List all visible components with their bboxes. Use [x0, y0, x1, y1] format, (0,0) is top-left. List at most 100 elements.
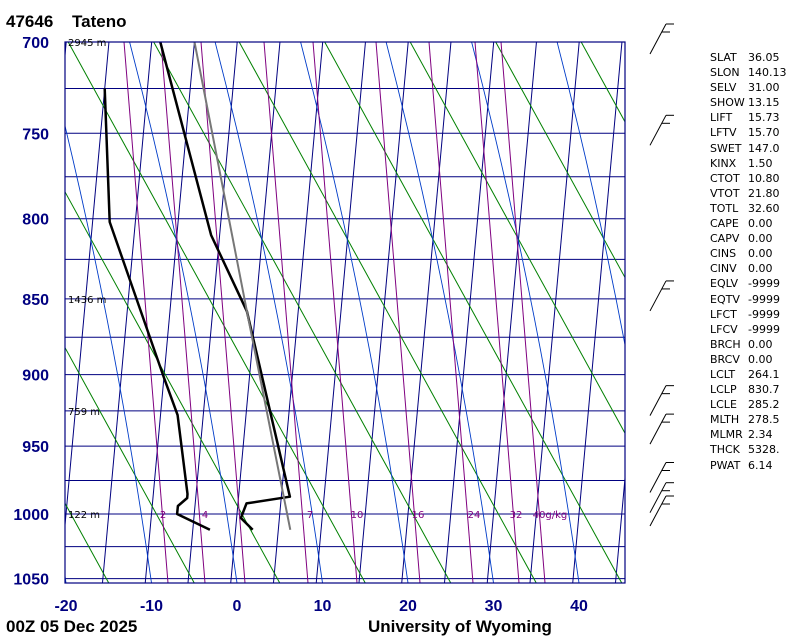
- dry-adiabat-line: [580, 42, 625, 123]
- index-value: 830.7: [748, 383, 780, 397]
- isotherm-line: [0, 42, 23, 583]
- mixing-ratio-label: 16: [412, 510, 425, 521]
- index-name: VTOT: [710, 186, 740, 200]
- index-value: 5328.: [748, 443, 780, 457]
- isotherm-line: [144, 42, 195, 583]
- index-row: CTOT 10.80: [710, 171, 787, 186]
- mixing-ratio-line: [200, 42, 246, 583]
- index-row: LFCT -9999: [710, 307, 787, 322]
- station-name: Tateno: [72, 12, 127, 31]
- dry-adiabat-line: [65, 190, 281, 583]
- moist-adiabat-line: [471, 42, 580, 583]
- dry-adiabat-line: [67, 42, 366, 583]
- isotherm-line: [315, 42, 366, 583]
- mixing-ratio-line: [500, 42, 546, 583]
- index-name: BRCH: [710, 337, 741, 351]
- index-name: LFCT: [710, 307, 737, 321]
- moist-adiabat-line: [556, 42, 625, 348]
- index-value: 0.00: [748, 352, 773, 366]
- pressure-tick-label: 800: [22, 212, 49, 229]
- index-name: CAPV: [710, 232, 740, 246]
- index-row: KINX 1.50: [710, 156, 787, 171]
- dry-adiabat-line: [65, 346, 195, 583]
- index-name: BRCV: [710, 352, 740, 366]
- mixing-ratio-label: 4: [202, 510, 208, 521]
- mixing-ratio-line: [375, 42, 421, 583]
- mixing-ratio-line: [474, 42, 520, 583]
- moist-adiabat-line: [214, 42, 323, 583]
- index-row: SLAT 36.05: [710, 50, 787, 65]
- temperature-tick-label: -10: [140, 598, 163, 615]
- isotherm-line: [443, 42, 495, 583]
- index-name: EQTV: [710, 292, 740, 306]
- index-value: 6.14: [748, 458, 773, 472]
- chart-title: 47646 Tateno: [6, 12, 140, 32]
- stability-indices-table: SLAT 36.05 SLON 140.13 SELV 31.00 SHOW 13.15 LIF…: [710, 50, 787, 473]
- index-name: CAPE: [710, 217, 739, 231]
- index-row: LCLP 830.7: [710, 382, 787, 397]
- index-value: 1.50: [748, 156, 773, 170]
- index-row: MLMR 2.34: [710, 427, 787, 442]
- temperature-profile-line: [159, 42, 292, 531]
- index-row: CAPV 0.00: [710, 231, 787, 246]
- mixing-ratio-line: [428, 42, 474, 583]
- index-row: BRCV 0.00: [710, 352, 787, 367]
- pressure-tick-label: 1000: [13, 507, 49, 524]
- index-row: LIFT 15.73: [710, 110, 787, 125]
- temperature-tick-label: 0: [233, 598, 242, 615]
- index-name: SELV: [710, 81, 737, 95]
- index-name: SLON: [710, 66, 740, 80]
- mixing-ratio-label: 40g/kg: [533, 510, 568, 521]
- index-row: LFCV -9999: [710, 322, 787, 337]
- wind-barb: [649, 482, 674, 513]
- index-row: MLTH 278.5: [710, 412, 787, 427]
- wind-barb: [649, 23, 674, 55]
- index-value: 13.15: [748, 96, 780, 110]
- mixing-ratio-label: 32: [510, 510, 523, 521]
- index-name: EQLV: [710, 277, 739, 291]
- index-value: 0.00: [748, 247, 773, 261]
- index-row: TOTL 32.60: [710, 201, 787, 216]
- index-row: BRCH 0.00: [710, 337, 787, 352]
- isotherm-line: [529, 42, 580, 583]
- index-value: 278.5: [748, 413, 780, 427]
- index-name: TOTL: [710, 201, 739, 215]
- dry-adiabat-line: [324, 42, 623, 583]
- index-value: 15.73: [748, 111, 780, 125]
- index-row: PWAT 6.14: [710, 458, 787, 473]
- mixing-ratio-line: [263, 42, 309, 583]
- index-row: CAPE 0.00: [710, 216, 787, 231]
- index-row: CINV 0.00: [710, 261, 787, 276]
- pressure-tick-label: 700: [22, 35, 49, 52]
- index-name: KINX: [710, 156, 737, 170]
- index-name: MLMR: [710, 428, 743, 442]
- index-name: LFCV: [710, 322, 738, 336]
- parcel-profile-line: [193, 42, 292, 530]
- height-label: 1436 m: [68, 295, 106, 306]
- index-value: 0.00: [748, 262, 773, 276]
- index-row: LCLT 264.1: [710, 367, 787, 382]
- dry-adiabat-line: [153, 42, 452, 583]
- mixing-ratio-label: 7: [307, 510, 313, 521]
- isotherm-line: [572, 42, 623, 583]
- index-row: SHOW 13.15: [710, 95, 787, 110]
- wind-barb: [649, 280, 674, 312]
- index-value: 0.00: [748, 217, 773, 231]
- index-value: 264.1: [748, 367, 780, 381]
- index-name: MLTH: [710, 413, 740, 427]
- isotherm-line: [272, 42, 324, 583]
- isotherm-line: [65, 42, 67, 61]
- index-name: LCLE: [710, 398, 737, 412]
- index-value: -9999: [748, 307, 780, 321]
- isotherm-line: [614, 472, 625, 583]
- mixing-ratio-line: [160, 42, 206, 583]
- index-row: VTOT 21.80: [710, 186, 787, 201]
- moist-adiabat-line: [385, 42, 494, 583]
- mixing-ratio-label: 2: [160, 510, 166, 521]
- isotherm-line: [358, 42, 409, 583]
- dry-adiabat-line: [409, 42, 625, 435]
- temperature-tick-label: 40: [570, 598, 588, 615]
- index-value: -9999: [748, 277, 780, 291]
- temperature-tick-label: 20: [399, 598, 417, 615]
- index-row: EQTV -9999: [710, 292, 787, 307]
